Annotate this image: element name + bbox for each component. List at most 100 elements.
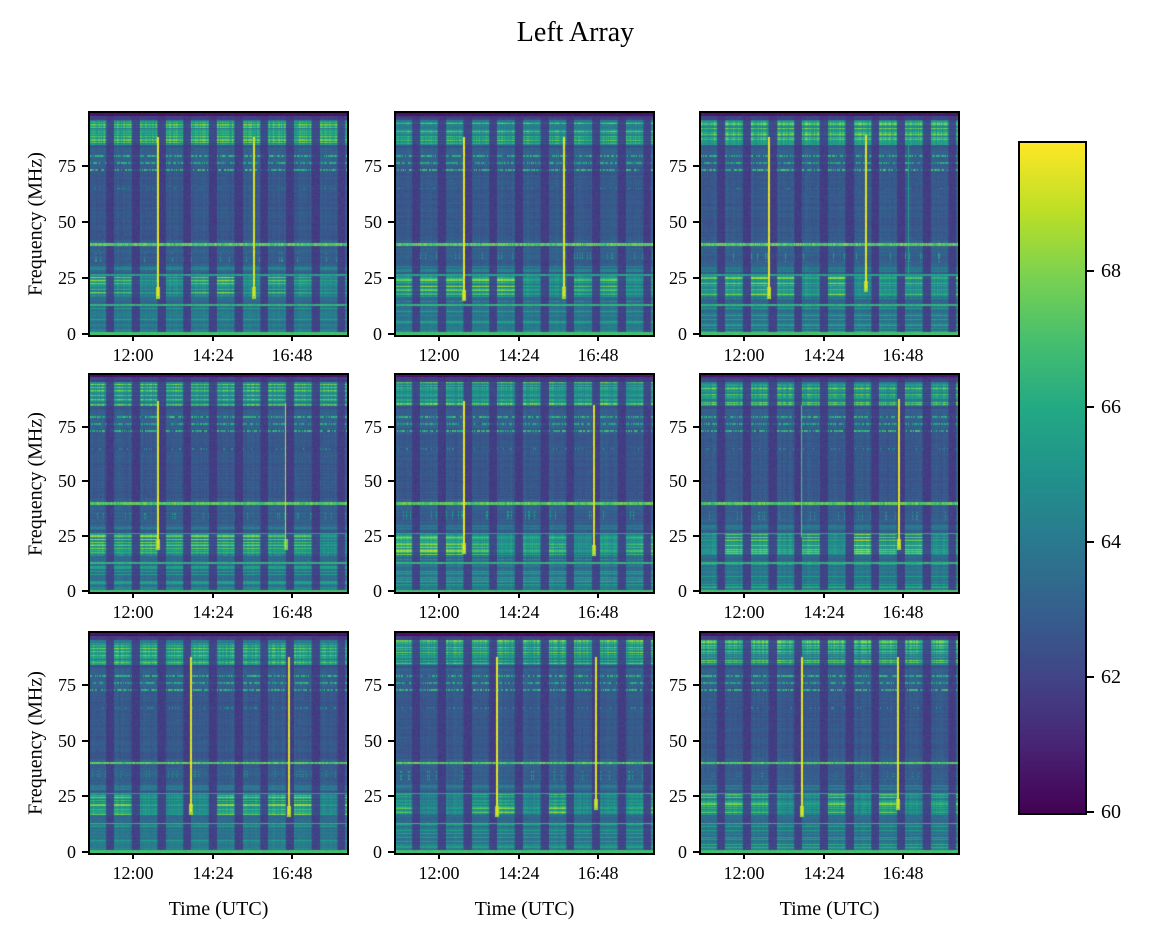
spectrogram-panel-r1c1 xyxy=(394,373,655,594)
x-tick-label: 16:48 xyxy=(577,345,619,365)
y-tick-mark xyxy=(82,795,88,797)
x-tick-mark xyxy=(132,335,134,341)
y-tick-mark xyxy=(693,851,699,853)
spectrogram-canvas xyxy=(396,113,653,335)
colorbar-tick-label: 66 xyxy=(1101,396,1121,418)
x-tick-mark xyxy=(597,592,599,598)
x-tick-label: 14:24 xyxy=(498,345,540,365)
y-tick-label: 25 xyxy=(669,526,687,546)
figure-title: Left Array xyxy=(516,17,635,48)
y-tick-label: 0 xyxy=(373,842,382,862)
y-tick-mark xyxy=(388,590,394,592)
x-tick-mark xyxy=(518,335,520,341)
y-tick-label: 25 xyxy=(58,786,76,806)
x-tick-mark xyxy=(132,853,134,859)
x-tick-mark xyxy=(132,592,134,598)
y-tick-mark xyxy=(388,851,394,853)
x-tick-mark xyxy=(212,592,214,598)
x-tick-mark xyxy=(902,592,904,598)
x-tick-mark xyxy=(743,592,745,598)
colorbar-tick-label: 60 xyxy=(1101,801,1121,823)
spectrogram-canvas xyxy=(90,375,347,592)
y-tick-mark xyxy=(693,740,699,742)
y-tick-mark xyxy=(693,795,699,797)
x-tick-label: 12:00 xyxy=(723,602,765,622)
x-tick-label: 12:00 xyxy=(418,345,460,365)
x-tick-label: 12:00 xyxy=(723,345,765,365)
y-tick-label: 75 xyxy=(364,675,382,695)
y-tick-label: 0 xyxy=(373,581,382,601)
x-tick-label: 14:24 xyxy=(803,345,845,365)
x-axis-label: Time (UTC) xyxy=(474,898,575,920)
y-tick-label: 50 xyxy=(669,731,687,751)
y-tick-label: 50 xyxy=(364,212,382,232)
y-tick-label: 0 xyxy=(373,324,382,344)
y-tick-mark xyxy=(82,851,88,853)
y-tick-label: 0 xyxy=(67,842,76,862)
y-tick-label: 75 xyxy=(669,156,687,176)
x-tick-mark xyxy=(823,853,825,859)
spectrogram-panel-r2c1 xyxy=(394,631,655,855)
x-axis-label: Time (UTC) xyxy=(779,898,880,920)
y-tick-mark xyxy=(82,590,88,592)
x-tick-mark xyxy=(291,335,293,341)
spectrogram-panel-r0c2 xyxy=(699,111,960,337)
y-tick-label: 50 xyxy=(669,471,687,491)
y-tick-mark xyxy=(388,165,394,167)
y-tick-label: 25 xyxy=(669,786,687,806)
y-tick-label: 75 xyxy=(364,156,382,176)
x-tick-label: 12:00 xyxy=(418,863,460,883)
y-tick-label: 75 xyxy=(364,417,382,437)
y-tick-mark xyxy=(82,535,88,537)
x-tick-label: 16:48 xyxy=(882,602,924,622)
y-tick-mark xyxy=(82,333,88,335)
y-tick-label: 0 xyxy=(678,581,687,601)
y-tick-mark xyxy=(693,535,699,537)
y-tick-mark xyxy=(388,426,394,428)
x-tick-label: 14:24 xyxy=(192,863,234,883)
x-tick-label: 16:48 xyxy=(882,863,924,883)
spectrogram-canvas xyxy=(90,633,347,853)
y-tick-label: 0 xyxy=(67,324,76,344)
y-tick-mark xyxy=(82,221,88,223)
colorbar-tick-label: 62 xyxy=(1101,666,1121,688)
spectrogram-panel-r1c2 xyxy=(699,373,960,594)
y-tick-mark xyxy=(388,535,394,537)
y-axis-label: Frequency (MHz) xyxy=(24,671,47,815)
x-tick-label: 16:48 xyxy=(882,345,924,365)
y-tick-mark xyxy=(82,740,88,742)
y-tick-mark xyxy=(693,221,699,223)
x-tick-label: 14:24 xyxy=(192,602,234,622)
y-tick-mark xyxy=(693,165,699,167)
x-tick-label: 12:00 xyxy=(112,345,154,365)
x-tick-mark xyxy=(743,335,745,341)
y-tick-mark xyxy=(693,426,699,428)
y-tick-label: 75 xyxy=(669,675,687,695)
x-tick-label: 16:48 xyxy=(577,863,619,883)
y-tick-mark xyxy=(388,684,394,686)
y-tick-label: 0 xyxy=(67,581,76,601)
y-tick-label: 25 xyxy=(364,526,382,546)
x-tick-label: 12:00 xyxy=(723,863,765,883)
spectrogram-canvas xyxy=(396,633,653,853)
y-tick-label: 50 xyxy=(58,731,76,751)
x-tick-mark xyxy=(902,853,904,859)
x-tick-mark xyxy=(212,335,214,341)
colorbar-tick-mark xyxy=(1087,811,1094,813)
y-tick-mark xyxy=(693,684,699,686)
spectrogram-panel-r1c0 xyxy=(88,373,349,594)
x-tick-mark xyxy=(518,853,520,859)
y-tick-mark xyxy=(693,333,699,335)
colorbar-frame xyxy=(1018,141,1087,815)
x-tick-label: 14:24 xyxy=(192,345,234,365)
y-tick-mark xyxy=(82,684,88,686)
y-tick-label: 0 xyxy=(678,324,687,344)
y-tick-mark xyxy=(82,426,88,428)
y-tick-label: 50 xyxy=(364,471,382,491)
colorbar-tick-mark xyxy=(1087,541,1094,543)
y-tick-mark xyxy=(693,590,699,592)
y-tick-mark xyxy=(82,480,88,482)
x-tick-label: 14:24 xyxy=(498,863,540,883)
y-axis-label: Frequency (MHz) xyxy=(24,411,47,556)
